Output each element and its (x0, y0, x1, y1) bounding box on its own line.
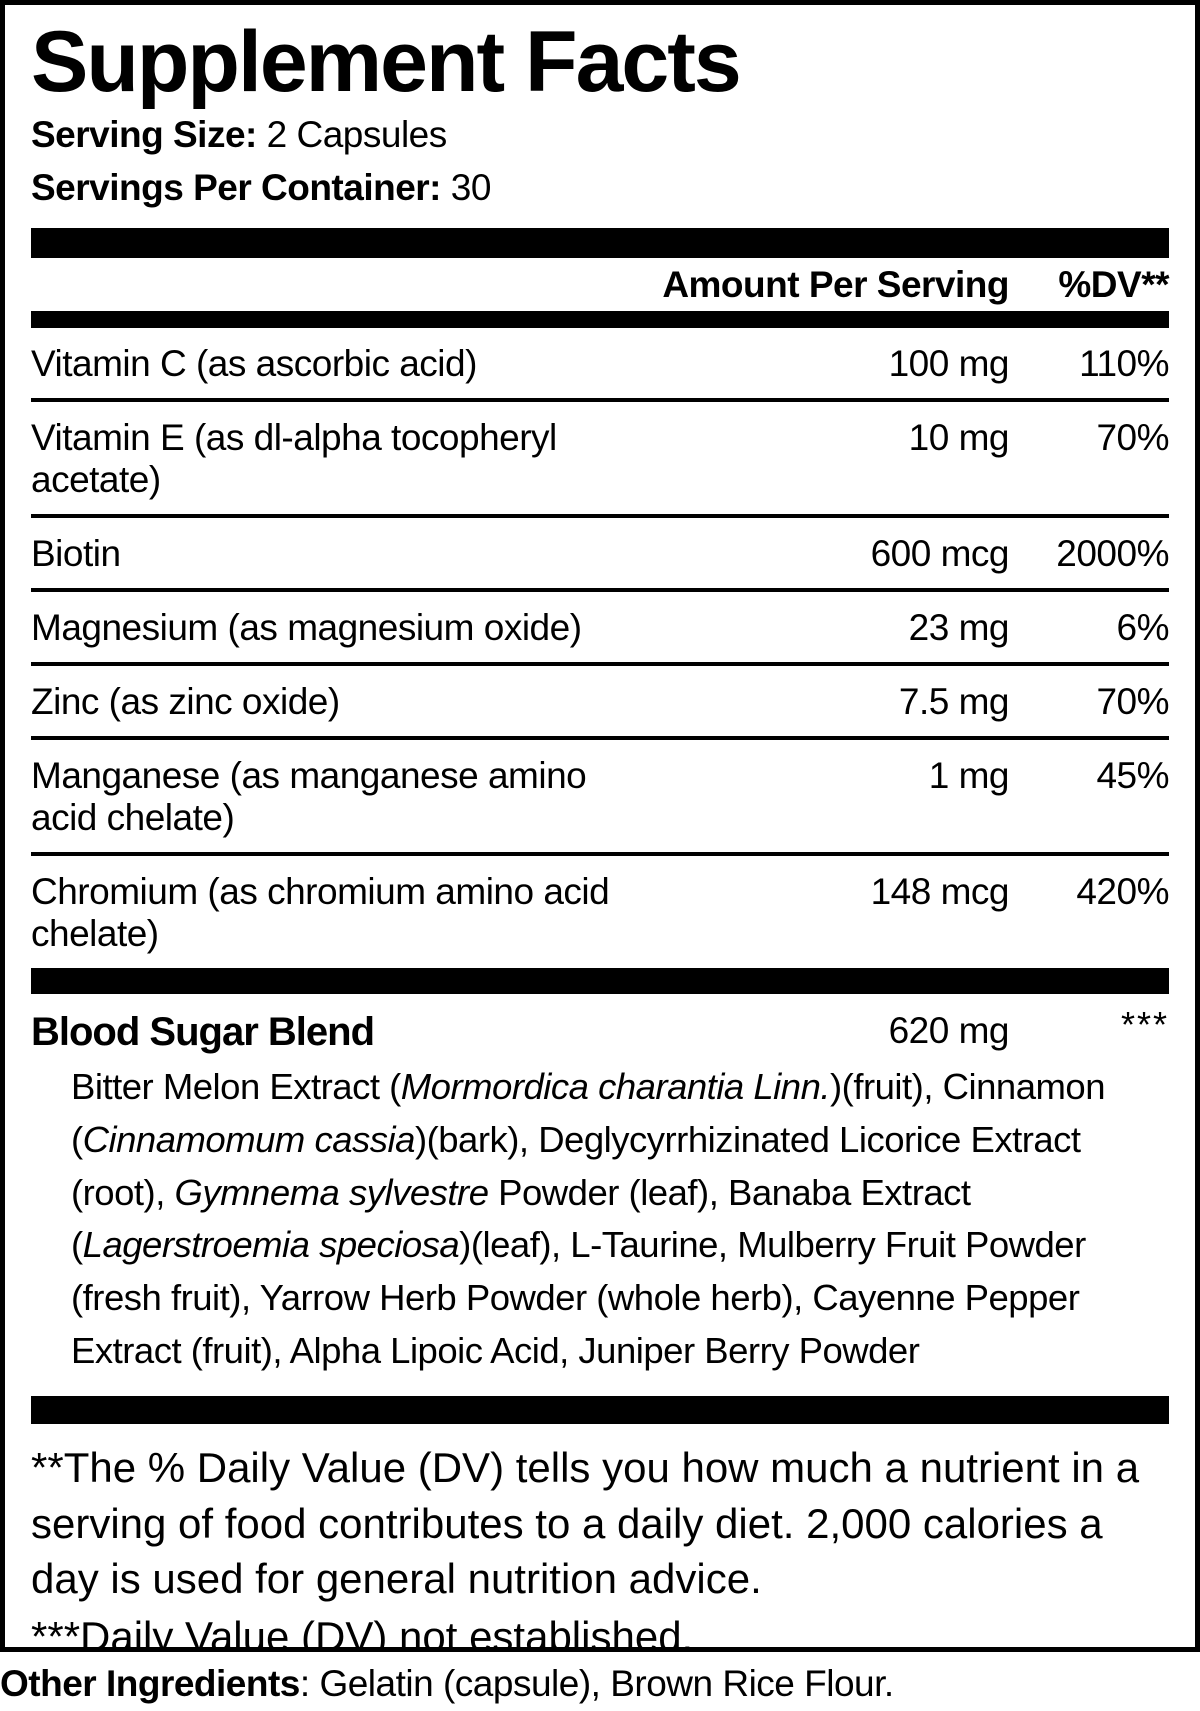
blend-amount: 620 mg (888, 1009, 1010, 1051)
medium-divider (31, 310, 1169, 328)
dv-not-established-footnote: ***Daily Value (DV) not established. (31, 1612, 694, 1652)
table-row: Vitamin C (as ascorbic acid) 100 mg 110% (31, 328, 1170, 402)
blend-description-segment: Powder (leaf), Banaba Extract ( (71, 1171, 971, 1266)
nutrient-amount: 10 mg (908, 416, 1010, 458)
serving-size-line: Serving Size: 2 Capsules (31, 111, 1169, 158)
blend-description-segment: Bitter Melon Extract ( (71, 1065, 401, 1107)
blend-description-segment: )(bark), Deglycyrrhizinated Licorice Ext… (71, 1118, 1081, 1213)
blend-dv-asterisks: *** (1120, 1003, 1169, 1045)
daily-value-footnote: **The % Daily Value (DV) tells you how m… (31, 1444, 1140, 1603)
nutrient-amount: 100 mg (888, 342, 1010, 384)
blend-description-segment: )(leaf), L-Taurine, Mulberry Fruit Powde… (71, 1224, 1086, 1372)
thick-divider (31, 967, 1169, 994)
header-amount-per-serving: Amount Per Serving (662, 263, 1009, 305)
thick-divider (31, 1396, 1169, 1425)
blend-description-segment: Cinnamomum cassia (82, 1118, 416, 1160)
serving-size-value: 2 Capsules (256, 114, 448, 155)
nutrient-amount: 7.5 mg (898, 680, 1010, 722)
blend-description: Bitter Melon Extract (Mormordica charant… (71, 1061, 1161, 1379)
nutrient-dv: 420% (1076, 870, 1169, 912)
footnotes-section: **The % Daily Value (DV) tells you how m… (31, 1440, 1169, 1652)
nutrient-name: Vitamin C (as ascorbic acid) (31, 342, 477, 384)
thick-divider (31, 227, 1169, 258)
blend-description-segment: Lagerstroemia speciosa (82, 1224, 460, 1266)
nutrient-amount: 23 mg (908, 606, 1010, 648)
other-ingredients-text: : Gelatin (capsule), Brown Rice Flour. (299, 1663, 894, 1704)
table-row: Chromium (as chromium amino acid chelate… (31, 856, 1170, 968)
nutrient-dv: 2000% (1056, 532, 1169, 574)
nutrient-name: Magnesium (as magnesium oxide) (31, 606, 582, 648)
nutrient-amount: 148 mcg (870, 870, 1010, 912)
other-ingredients-line: Other Ingredients: Gelatin (capsule), Br… (0, 1663, 894, 1705)
table-row: Zinc (as zinc oxide) 7.5 mg 70% (31, 666, 1170, 740)
nutrient-amount: 600 mcg (870, 532, 1010, 574)
table-row: Biotin 600 mcg 2000% (31, 518, 1170, 592)
nutrient-name: Zinc (as zinc oxide) (31, 680, 340, 722)
nutrient-name: Chromium (as chromium amino acid chelate… (31, 870, 610, 954)
nutrient-dv: 6% (1116, 606, 1170, 648)
nutrient-dv: 70% (1096, 416, 1169, 458)
nutrient-amount: 1 mg (928, 754, 1010, 796)
serving-size-label: Serving Size: (31, 114, 257, 155)
nutrient-name: Biotin (31, 532, 121, 574)
nutrient-dv: 110% (1079, 342, 1169, 384)
blend-name: Blood Sugar Blend (31, 1009, 375, 1054)
blend-description-segment: Gymnema sylvestre (174, 1171, 490, 1213)
table-row: Vitamin E (as dl-alpha tocopheryl acetat… (31, 402, 1170, 518)
other-ingredients-label: Other Ingredients (0, 1663, 300, 1704)
table-row: Manganese (as manganese amino acid chela… (31, 740, 1170, 856)
header-percent-dv: %DV** (1058, 263, 1169, 305)
servings-per-container-line: Servings Per Container: 30 (31, 164, 1169, 211)
blend-header-row: Blood Sugar Blend 620 mg *** (31, 994, 1169, 1055)
table-row: Magnesium (as magnesium oxide) 23 mg 6% (31, 592, 1170, 666)
servings-per-container-label: Servings Per Container: (31, 167, 442, 209)
table-header-row: Amount Per Serving %DV** (31, 258, 1169, 311)
nutrient-name: Manganese (as manganese amino acid chela… (31, 754, 587, 838)
panel-title: Supplement Facts (31, 14, 742, 110)
servings-per-container-value: 30 (441, 167, 492, 209)
nutrient-name: Vitamin E (as dl-alpha tocopheryl acetat… (31, 416, 557, 500)
nutrient-dv: 45% (1096, 754, 1169, 796)
supplement-facts-panel: Supplement Facts Serving Size: 2 Capsule… (0, 0, 1200, 1652)
blend-description-segment: )(fruit), Cinnamon ( (71, 1065, 1106, 1160)
nutrient-dv: 70% (1096, 680, 1169, 722)
blend-description-segment: Mormordica charantia Linn. (400, 1065, 831, 1107)
